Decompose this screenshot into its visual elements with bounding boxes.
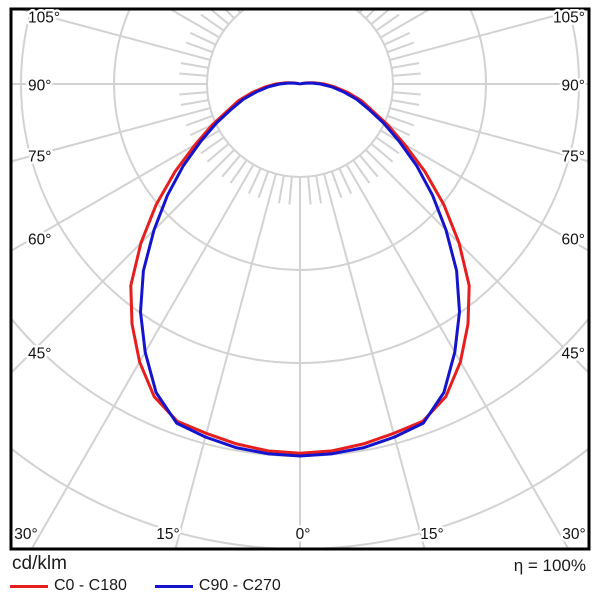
grid-spoke-minor — [200, 136, 225, 155]
grid-spoke-major — [389, 107, 588, 163]
grid-spoke-minor — [330, 171, 343, 199]
grid-spoke-minor — [392, 72, 421, 77]
plot-border — [9, 7, 591, 551]
grid-spoke-major — [347, 0, 600, 3]
legend-label-c0-c180: C0 - C180 — [54, 577, 127, 594]
grid-spoke-minor — [307, 176, 312, 205]
gamma-label-left: 75° — [28, 149, 51, 166]
grid-spoke-minor — [185, 114, 213, 127]
gamma-label-right: 45° — [562, 346, 585, 363]
grid-spoke-minor — [180, 62, 209, 69]
grid-spoke-minor — [288, 176, 293, 205]
curve-c90-c270 — [139, 81, 461, 458]
gamma-label-right: 60° — [562, 232, 585, 249]
grid-spoke-minor — [237, 10, 241, 14]
legend-item-c0-c180: C0 - C180 — [10, 577, 127, 595]
grid-spoke-minor — [392, 91, 421, 96]
grid-spoke-minor — [383, 31, 411, 46]
grid-spoke-minor — [231, 0, 247, 8]
grid-spoke-major — [12, 129, 220, 252]
legend: C0 - C180 C90 - C270 — [10, 577, 309, 595]
grid-spoke-minor — [189, 31, 217, 46]
gamma-label-left: 90° — [28, 78, 51, 95]
grid-spoke-minor — [229, 159, 248, 184]
legend-item-c90-c270: C90 - C270 — [154, 577, 281, 595]
legend-label-c90-c270: C90 - C270 — [198, 577, 281, 594]
grid-spoke-major — [0, 0, 254, 3]
grid-spoke-minor — [185, 41, 213, 54]
gamma-label-right: 90° — [562, 78, 585, 95]
grid-spoke-minor — [180, 99, 209, 106]
grid-spoke-minor — [315, 175, 322, 204]
grid-spoke-minor — [391, 62, 420, 69]
gamma-label-right: 75° — [562, 149, 585, 166]
grid-spoke-minor — [359, 154, 379, 178]
gamma-label-bottom: 15° — [420, 526, 443, 543]
grid-spoke-minor — [370, 143, 394, 163]
grid-spoke-minor — [387, 114, 415, 127]
grid-spoke-minor — [375, 136, 400, 155]
gamma-label-left: 45° — [28, 346, 51, 363]
grid-spoke-major — [21, 10, 211, 61]
legend-swatch-c0-c180 — [10, 584, 48, 588]
grid-spoke-minor — [179, 72, 208, 77]
grid-spoke-major — [12, 107, 211, 163]
grid-spoke-minor — [387, 41, 415, 54]
legend-swatch-c90-c270 — [154, 584, 193, 588]
grid-spoke-major — [174, 173, 277, 548]
grid-spoke-minor — [375, 13, 400, 32]
grid-spoke-minor — [200, 13, 225, 32]
unit-label: cd/klm — [12, 553, 67, 574]
gamma-label-left: 105° — [28, 10, 60, 27]
grid-spoke-major — [380, 129, 588, 252]
grid-spoke-minor — [338, 167, 353, 195]
grid-spoke-minor — [370, 10, 390, 25]
grid-spoke-minor — [278, 175, 285, 204]
grid-spoke-major — [389, 10, 579, 61]
grid-spoke-major — [345, 164, 569, 548]
gamma-label-bottom: 30° — [14, 526, 37, 543]
efficiency-label: η = 100% — [513, 556, 586, 575]
grid-spoke-major — [323, 173, 426, 548]
grid-spoke-minor — [353, 0, 369, 8]
curves — [129, 81, 471, 458]
gamma-label-bottom: 30° — [562, 526, 585, 543]
gamma-label-right: 105° — [553, 10, 585, 27]
grid-spoke-minor — [247, 167, 262, 195]
grid-spoke-minor — [221, 154, 241, 178]
grid-spoke-minor — [359, 10, 363, 14]
grid-spoke-minor — [210, 10, 230, 25]
grid-spoke-minor — [206, 143, 230, 163]
grid-spoke-minor — [179, 91, 208, 96]
grid-spoke-minor — [352, 159, 371, 184]
gamma-label-bottom: 0° — [296, 526, 311, 543]
gamma-label-bottom: 15° — [156, 526, 179, 543]
grid-spoke-minor — [257, 171, 270, 199]
gamma-label-left: 60° — [28, 232, 51, 249]
grid-spoke-minor — [391, 99, 420, 106]
gamma-labels: 105° 105° 90° 90° 75° 75° 60° 60° 45° 45° 30° 15° 0°… — [12, 7, 588, 546]
grid-spoke-major — [31, 164, 255, 548]
